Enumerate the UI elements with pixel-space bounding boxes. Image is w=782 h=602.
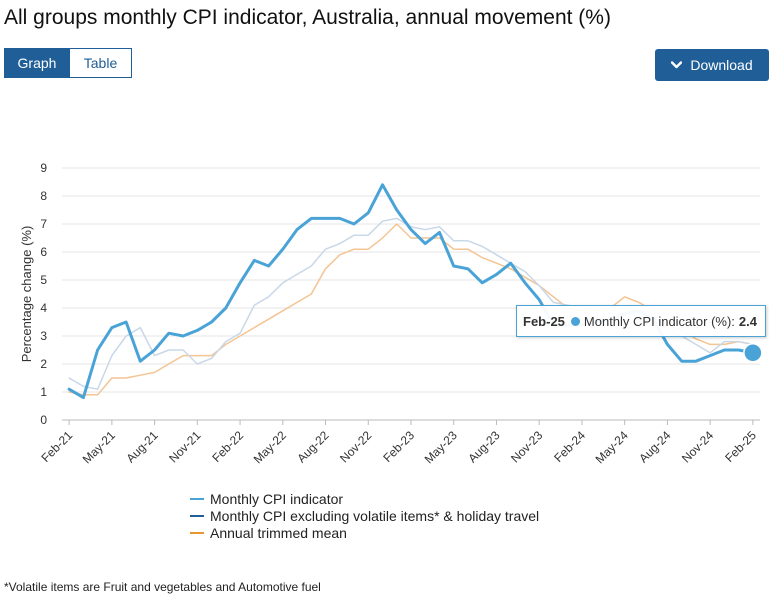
y-tick-label: 0 bbox=[40, 413, 47, 427]
x-tick-label: Nov-21 bbox=[166, 428, 203, 465]
y-tick-label: 9 bbox=[40, 161, 47, 175]
x-tick-label: Feb-25 bbox=[722, 428, 759, 465]
legend-item-monthly-cpi[interactable]: Monthly CPI indicator bbox=[190, 490, 539, 507]
legend-swatch bbox=[190, 497, 204, 500]
y-tick-label: 5 bbox=[40, 273, 47, 287]
series-line-monthly-cpi[interactable] bbox=[67, 183, 755, 400]
x-tick-label: Aug-22 bbox=[294, 428, 331, 465]
x-tick-label: Nov-24 bbox=[679, 428, 716, 465]
chart-series bbox=[67, 183, 755, 400]
x-tick-label: Aug-23 bbox=[465, 428, 502, 465]
hover-marker bbox=[743, 343, 763, 363]
y-tick-label: 1 bbox=[40, 385, 47, 399]
x-axis: Feb-21 May-21 Aug-21 Nov-21 Feb-22 May-22 Aug-… bbox=[38, 420, 759, 466]
x-tick-label: Feb-21 bbox=[38, 428, 75, 465]
tooltip-value: 2.4 bbox=[738, 313, 757, 329]
x-tick-label: Aug-21 bbox=[123, 428, 160, 465]
chart-tooltip: Feb-25 Monthly CPI indicator (%): 2.4 bbox=[516, 305, 766, 337]
y-axis: 0 1 2 3 4 5 6 7 8 9 bbox=[40, 161, 47, 427]
legend-swatch bbox=[190, 514, 204, 517]
x-tick-label: Nov-23 bbox=[508, 428, 545, 465]
view-tabs: Graph Table bbox=[4, 48, 132, 78]
x-tick-label: May-23 bbox=[422, 428, 460, 466]
y-tick-label: 7 bbox=[40, 217, 47, 231]
tooltip-date: Feb-25 bbox=[523, 313, 565, 329]
x-tick-label: Feb-22 bbox=[209, 428, 246, 465]
x-tick-label: May-24 bbox=[593, 428, 631, 466]
x-tick-label: May-22 bbox=[251, 428, 289, 466]
chart-grid bbox=[62, 167, 760, 421]
tooltip-series-label: Monthly CPI indicator (%): bbox=[583, 313, 735, 329]
tab-table[interactable]: Table bbox=[70, 48, 132, 78]
y-tick-label: 2 bbox=[40, 357, 47, 371]
x-tick-label: Feb-24 bbox=[551, 428, 588, 465]
footnote: *Volatile items are Fruit and vegetables… bbox=[4, 580, 321, 594]
x-tick-label: Feb-23 bbox=[380, 428, 417, 465]
legend-label: Monthly CPI excluding volatile items* & … bbox=[210, 507, 540, 524]
hover-point[interactable] bbox=[743, 343, 763, 363]
download-label: Download bbox=[690, 57, 753, 73]
page-title: All groups monthly CPI indicator, Austra… bbox=[4, 6, 611, 29]
y-tick-label: 4 bbox=[40, 301, 47, 315]
x-tick-label: Nov-22 bbox=[337, 428, 374, 465]
x-tick-label: Aug-24 bbox=[636, 428, 673, 465]
chart-legend: Monthly CPI indicator Monthly CPI exclud… bbox=[190, 490, 539, 541]
y-axis-label: Percentage change (%) bbox=[19, 226, 34, 363]
download-button[interactable]: Download bbox=[655, 49, 769, 81]
legend-item-excluding-volatile[interactable]: Monthly CPI excluding volatile items* & … bbox=[190, 507, 539, 524]
legend-item-trimmed-mean[interactable]: Annual trimmed mean bbox=[190, 524, 539, 541]
y-tick-label: 8 bbox=[40, 189, 47, 203]
legend-swatch bbox=[190, 531, 204, 534]
x-tick-label: May-21 bbox=[80, 428, 118, 466]
y-tick-label: 3 bbox=[40, 329, 47, 343]
legend-label: Monthly CPI indicator bbox=[210, 490, 344, 507]
legend-label: Annual trimmed mean bbox=[210, 524, 347, 541]
tooltip-series-dot bbox=[570, 316, 580, 326]
y-tick-label: 6 bbox=[40, 245, 47, 259]
series-line-trimmed[interactable] bbox=[68, 223, 754, 396]
chevron-down-icon bbox=[671, 61, 683, 69]
tab-graph[interactable]: Graph bbox=[4, 48, 70, 78]
